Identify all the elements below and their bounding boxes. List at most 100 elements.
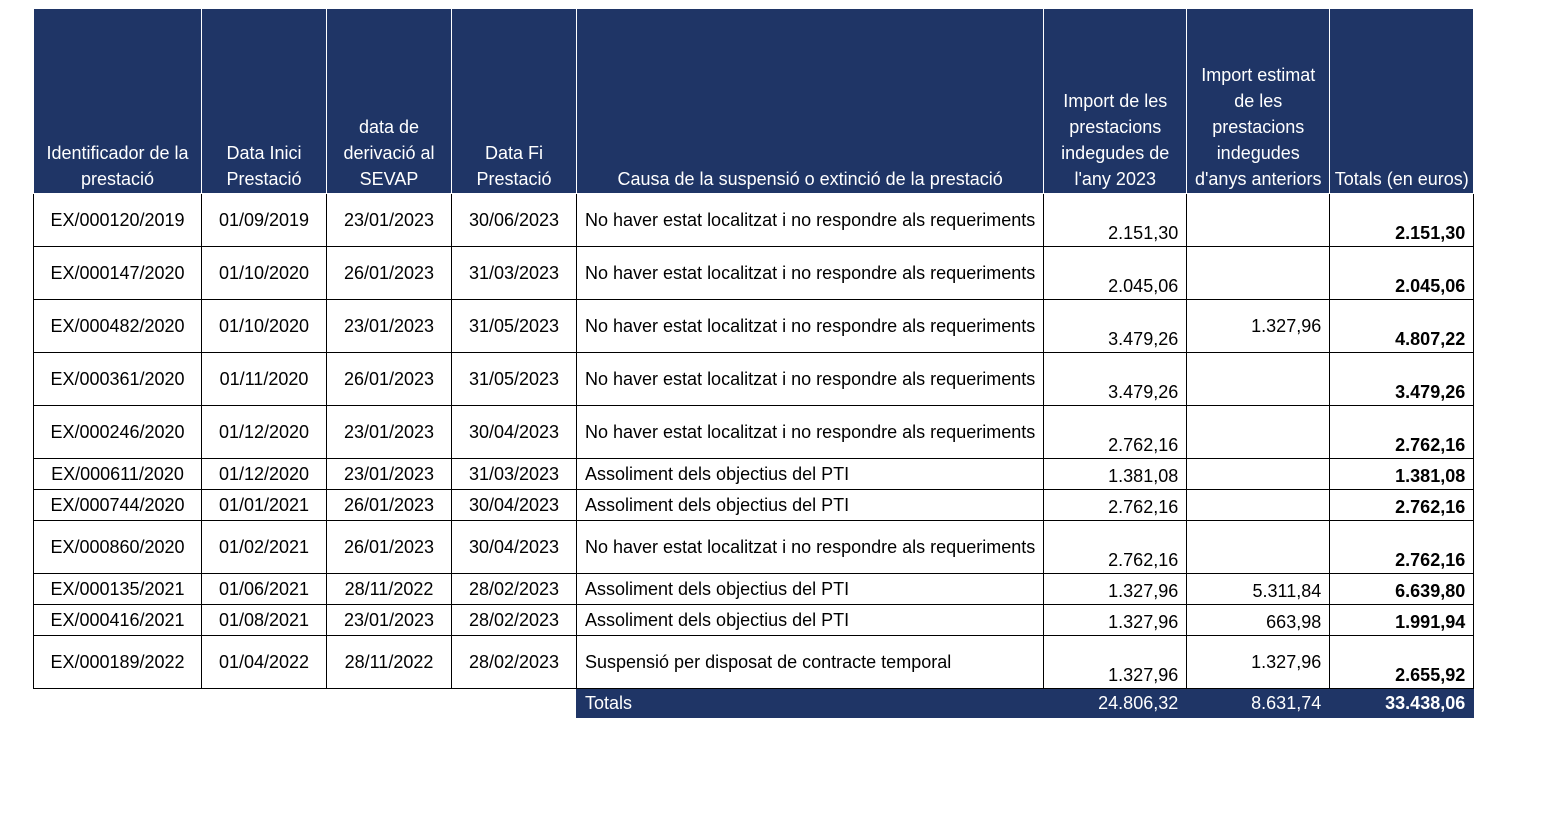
cell-import-anteriors: 663,98 <box>1186 604 1331 636</box>
cell-import-anteriors: 5.311,84 <box>1186 573 1331 605</box>
totals-spacer <box>33 688 577 718</box>
totals-label: Totals <box>575 688 1045 718</box>
cell-import-2023: 2.762,16 <box>1043 520 1188 574</box>
cell-identificador: EX/000860/2020 <box>33 520 202 574</box>
table-row: EX/000416/2021 01/08/2021 23/01/2023 28/02/… <box>33 604 1475 636</box>
cell-causa: Assoliment dels objectius del PTI <box>575 489 1045 521</box>
cell-total: 2.151,30 <box>1329 193 1475 247</box>
cell-causa: No haver estat localitzat i no respondre… <box>575 299 1045 353</box>
prestacions-table: Identificador de la prestació Data Inici… <box>33 8 1475 718</box>
cell-data-inici: 01/08/2021 <box>201 604 327 636</box>
cell-causa: No haver estat localitzat i no respondre… <box>575 352 1045 406</box>
cell-total: 2.045,06 <box>1329 246 1475 300</box>
cell-causa: Assoliment dels objectius del PTI <box>575 604 1045 636</box>
table-row: EX/000120/2019 01/09/2019 23/01/2023 30/06/… <box>33 193 1475 247</box>
cell-total: 2.762,16 <box>1329 489 1475 521</box>
cell-identificador: EX/000147/2020 <box>33 246 202 300</box>
cell-identificador: EX/000361/2020 <box>33 352 202 406</box>
table-row: EX/000189/2022 01/04/2022 28/11/2022 28/02/… <box>33 635 1475 689</box>
cell-data-inici: 01/11/2020 <box>201 352 327 406</box>
cell-data-fi: 30/04/2023 <box>451 405 577 459</box>
header-data-fi: Data Fi Prestació <box>451 8 577 194</box>
cell-total: 2.762,16 <box>1329 520 1475 574</box>
cell-data-fi: 28/02/2023 <box>451 573 577 605</box>
table-row: EX/000860/2020 01/02/2021 26/01/2023 30/04/… <box>33 520 1475 574</box>
table-row: EX/000361/2020 01/11/2020 26/01/2023 31/05/… <box>33 352 1475 406</box>
cell-data-derivacio: 28/11/2022 <box>326 635 452 689</box>
totals-grand-total: 33.438,06 <box>1329 688 1475 718</box>
cell-identificador: EX/000135/2021 <box>33 573 202 605</box>
cell-import-2023: 3.479,26 <box>1043 299 1188 353</box>
header-data-inici: Data Inici Prestació <box>201 8 327 194</box>
cell-data-derivacio: 28/11/2022 <box>326 573 452 605</box>
cell-data-inici: 01/10/2020 <box>201 246 327 300</box>
cell-total: 3.479,26 <box>1329 352 1475 406</box>
cell-data-fi: 31/05/2023 <box>451 299 577 353</box>
header-data-derivacio: data de derivació al SEVAP <box>326 8 452 194</box>
header-causa: Causa de la suspensió o extinció de la p… <box>575 8 1045 194</box>
cell-causa: No haver estat localitzat i no respondre… <box>575 405 1045 459</box>
cell-total: 1.381,08 <box>1329 458 1475 490</box>
cell-data-derivacio: 23/01/2023 <box>326 299 452 353</box>
cell-total: 2.655,92 <box>1329 635 1475 689</box>
cell-import-2023: 3.479,26 <box>1043 352 1188 406</box>
table-row: EX/000246/2020 01/12/2020 23/01/2023 30/04/… <box>33 405 1475 459</box>
cell-identificador: EX/000416/2021 <box>33 604 202 636</box>
cell-data-inici: 01/01/2021 <box>201 489 327 521</box>
cell-import-2023: 1.381,08 <box>1043 458 1188 490</box>
totals-import-2023: 24.806,32 <box>1043 688 1188 718</box>
cell-data-derivacio: 26/01/2023 <box>326 489 452 521</box>
cell-data-fi: 31/05/2023 <box>451 352 577 406</box>
cell-import-2023: 1.327,96 <box>1043 604 1188 636</box>
cell-import-anteriors <box>1186 352 1331 406</box>
cell-data-derivacio: 23/01/2023 <box>326 405 452 459</box>
cell-import-anteriors: 1.327,96 <box>1186 299 1331 353</box>
cell-data-derivacio: 26/01/2023 <box>326 246 452 300</box>
header-row: Identificador de la prestació Data Inici… <box>33 8 1475 194</box>
cell-data-inici: 01/09/2019 <box>201 193 327 247</box>
header-import-2023: Import de les prestacions indegudes de l… <box>1043 8 1188 194</box>
cell-causa: Suspensió per disposat de contracte temp… <box>575 635 1045 689</box>
cell-data-fi: 30/04/2023 <box>451 520 577 574</box>
cell-data-inici: 01/04/2022 <box>201 635 327 689</box>
header-import-anteriors: Import estimat de les prestacions indegu… <box>1186 8 1331 194</box>
cell-import-anteriors <box>1186 193 1331 247</box>
cell-import-anteriors <box>1186 520 1331 574</box>
cell-data-derivacio: 26/01/2023 <box>326 520 452 574</box>
totals-import-anteriors: 8.631,74 <box>1186 688 1331 718</box>
table-row: EX/000147/2020 01/10/2020 26/01/2023 31/03/… <box>33 246 1475 300</box>
table-row: EX/000135/2021 01/06/2021 28/11/2022 28/02/… <box>33 573 1475 605</box>
cell-identificador: EX/000744/2020 <box>33 489 202 521</box>
cell-data-derivacio: 26/01/2023 <box>326 352 452 406</box>
cell-data-fi: 30/04/2023 <box>451 489 577 521</box>
cell-causa: Assoliment dels objectius del PTI <box>575 573 1045 605</box>
cell-data-fi: 31/03/2023 <box>451 458 577 490</box>
cell-data-inici: 01/12/2020 <box>201 458 327 490</box>
table-row: EX/000611/2020 01/12/2020 23/01/2023 31/03/… <box>33 458 1475 490</box>
cell-data-inici: 01/06/2021 <box>201 573 327 605</box>
cell-causa: No haver estat localitzat i no respondre… <box>575 246 1045 300</box>
cell-data-inici: 01/12/2020 <box>201 405 327 459</box>
cell-data-derivacio: 23/01/2023 <box>326 193 452 247</box>
cell-total: 1.991,94 <box>1329 604 1475 636</box>
cell-total: 4.807,22 <box>1329 299 1475 353</box>
table-row: EX/000744/2020 01/01/2021 26/01/2023 30/04/… <box>33 489 1475 521</box>
cell-identificador: EX/000482/2020 <box>33 299 202 353</box>
cell-data-fi: 31/03/2023 <box>451 246 577 300</box>
cell-data-fi: 28/02/2023 <box>451 604 577 636</box>
table-row: EX/000482/2020 01/10/2020 23/01/2023 31/05/… <box>33 299 1475 353</box>
cell-import-anteriors <box>1186 489 1331 521</box>
header-identificador: Identificador de la prestació <box>33 8 202 194</box>
cell-data-inici: 01/02/2021 <box>201 520 327 574</box>
cell-import-anteriors <box>1186 246 1331 300</box>
cell-import-anteriors <box>1186 405 1331 459</box>
cell-data-fi: 28/02/2023 <box>451 635 577 689</box>
cell-import-anteriors: 1.327,96 <box>1186 635 1331 689</box>
header-totals: Totals (en euros) <box>1329 8 1475 194</box>
totals-row: Totals 24.806,32 8.631,74 33.438,06 <box>33 688 1475 718</box>
cell-import-2023: 1.327,96 <box>1043 573 1188 605</box>
cell-causa: No haver estat localitzat i no respondre… <box>575 193 1045 247</box>
cell-import-2023: 2.762,16 <box>1043 405 1188 459</box>
cell-import-2023: 2.762,16 <box>1043 489 1188 521</box>
cell-data-fi: 30/06/2023 <box>451 193 577 247</box>
